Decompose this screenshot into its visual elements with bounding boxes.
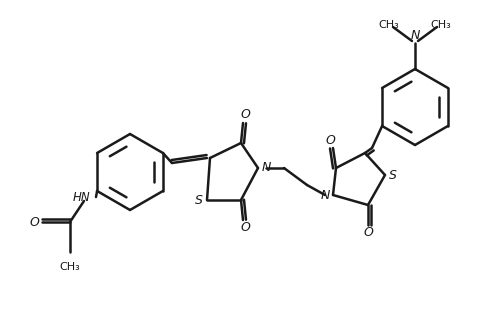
Text: O: O bbox=[362, 227, 372, 240]
Text: CH₃: CH₃ bbox=[60, 262, 80, 272]
Text: HN: HN bbox=[72, 191, 90, 204]
Text: N: N bbox=[320, 190, 329, 203]
Text: O: O bbox=[239, 108, 249, 121]
Text: S: S bbox=[195, 195, 202, 208]
Text: O: O bbox=[239, 222, 249, 235]
Text: N: N bbox=[261, 161, 270, 174]
Text: O: O bbox=[325, 133, 334, 146]
Text: O: O bbox=[29, 217, 39, 230]
Text: N: N bbox=[409, 29, 419, 42]
Text: CH₃: CH₃ bbox=[378, 20, 399, 30]
Text: CH₃: CH₃ bbox=[430, 20, 450, 30]
Text: S: S bbox=[388, 170, 396, 183]
